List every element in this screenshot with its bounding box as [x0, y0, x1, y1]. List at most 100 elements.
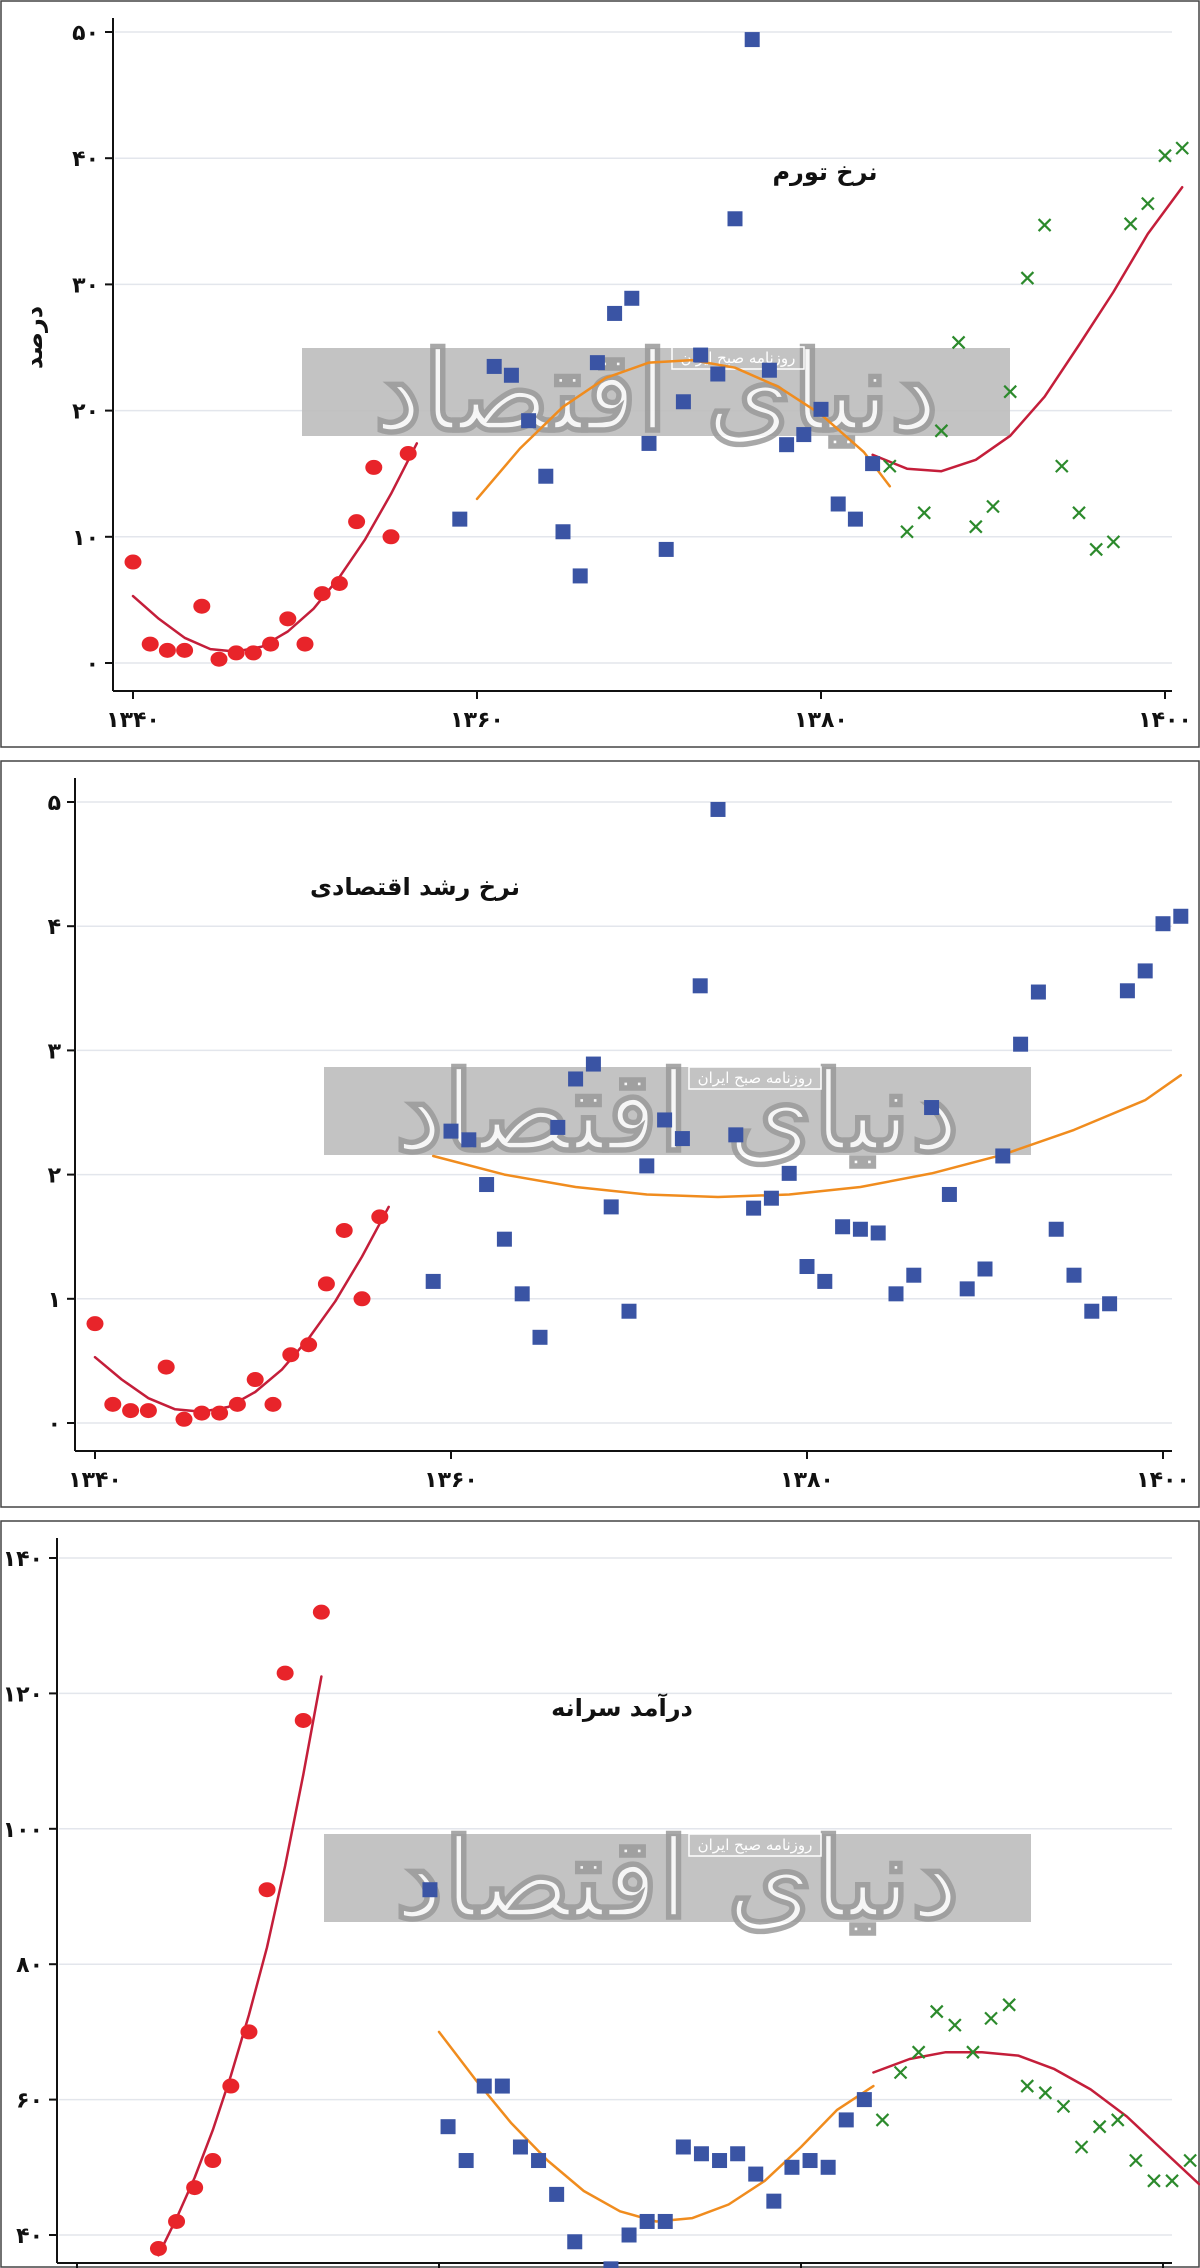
data-point-square	[838, 2112, 854, 2128]
data-point-cross	[1074, 2140, 1089, 2154]
data-point-circle	[296, 636, 314, 652]
data-point-square	[852, 1221, 868, 1237]
series-squares	[452, 32, 881, 584]
fit-curve	[437, 2030, 875, 2223]
x-tick-label: ۱۳۴۰	[106, 708, 160, 733]
data-point-square	[727, 211, 743, 227]
data-point-circle	[330, 575, 348, 591]
chart-panel-inflation: ۰ ۱۰ ۲۰ ۳۰ ۴۰ ۵۰ ۱۳۴۰ ۱۳۶۰ ۱۳۸۰ ۱۴۰۰ درصد دنیای اقت…	[0, 0, 1200, 748]
data-point-circle	[186, 2180, 204, 2196]
watermark-logo-text: دنیای اقتصاد	[374, 327, 939, 456]
data-point-cross	[1183, 2153, 1197, 2168]
data-point-square	[452, 511, 468, 527]
data-point-square	[568, 1071, 584, 1087]
data-point-cross	[929, 2004, 944, 2019]
data-point-cross	[1165, 2174, 1179, 2188]
data-point-circle	[276, 1665, 294, 1681]
chart-title: نرخ تورم	[772, 158, 877, 186]
data-point-square	[710, 366, 726, 382]
data-point-square	[779, 437, 795, 453]
data-point-square	[422, 1882, 438, 1898]
series-circles	[86, 1209, 389, 1427]
data-point-circle	[122, 1403, 140, 1419]
chart-panel-growth: ۰ ۱ ۲ ۳ ۴ ۵ ۱۳۴۰ ۱۳۶۰ ۱۳۸۰ ۱۴۰۰ دنیای اقتصاد روزنام…	[0, 760, 1200, 1508]
data-point-circle	[104, 1396, 122, 1412]
data-point-cross	[1055, 459, 1069, 473]
series-circles	[149, 1604, 330, 2257]
data-point-cross	[875, 2113, 890, 2127]
data-point-circle	[317, 1276, 335, 1292]
data-point-circle	[211, 1405, 229, 1421]
data-point-square	[572, 568, 588, 584]
y-tick-label: ۱۰۰	[3, 1818, 43, 1843]
data-point-square	[1173, 908, 1189, 924]
data-point-square	[761, 362, 777, 378]
data-point-circle	[244, 645, 262, 661]
data-point-square	[658, 541, 674, 557]
x-tick-label: ۱۴۰۰	[1138, 708, 1192, 733]
data-point-circle	[210, 651, 228, 667]
data-point-square	[624, 290, 640, 306]
data-point-circle	[282, 1347, 300, 1363]
data-point-square	[781, 1165, 797, 1181]
watermark-sub-text: روزنامه صبح ایران	[698, 1069, 813, 1087]
y-tick-label: ۱۴۰	[3, 1547, 43, 1572]
y-tick-label: ۱۰	[72, 526, 99, 551]
data-point-square	[796, 427, 812, 443]
data-point-circle	[382, 529, 400, 545]
watermark-sub-frame	[688, 1833, 822, 1857]
data-point-square	[503, 367, 519, 383]
data-point-square	[512, 2139, 528, 2155]
data-point-square	[744, 32, 760, 48]
chart-title: درآمد سرانه	[551, 1693, 693, 1722]
data-point-circle	[175, 1411, 193, 1427]
data-point-circle	[258, 1882, 276, 1898]
series-squares	[422, 1882, 872, 2268]
data-point-square	[538, 468, 554, 484]
data-point-circle	[149, 2241, 167, 2257]
data-point-square	[817, 1273, 833, 1289]
income-chart-svg: ۴۰۶۰۸۰۱۰۰۱۲۰۱۴۰۱۳۴۰۱۳۶۰۱۳۸۰۱۴۰۰دنیای اقت…	[0, 1520, 1200, 2268]
data-point-square	[567, 2234, 583, 2250]
data-point-square	[746, 1200, 762, 1216]
x-tick-label: ۱۳۸۰	[794, 708, 848, 733]
y-tick-label: ۳	[48, 1039, 62, 1064]
data-point-square	[870, 1225, 886, 1241]
data-point-circle	[348, 514, 366, 530]
data-point-square	[710, 801, 726, 817]
fit-curve	[431, 1073, 1183, 1199]
data-point-square	[621, 1303, 637, 1319]
data-point-cross	[934, 424, 949, 438]
data-point-cross	[1175, 141, 1189, 155]
data-point-cross	[1003, 384, 1017, 399]
x-tick-label: ۱۳۶۰	[450, 708, 504, 733]
data-point-circle	[158, 642, 176, 658]
y-tick-label: ۵	[48, 791, 61, 816]
data-point-square	[603, 2261, 619, 2268]
data-point-square	[531, 2153, 547, 2169]
data-point-cross	[1089, 542, 1103, 557]
data-point-square	[603, 1199, 619, 1215]
watermark-logo-text: دنیای اقتصاد	[395, 1814, 960, 1943]
data-point-square	[977, 1261, 993, 1277]
data-point-circle	[335, 1222, 353, 1238]
data-point-square	[730, 2146, 746, 2162]
data-point-cross	[966, 2045, 980, 2059]
series-circles	[124, 446, 417, 667]
data-point-square	[425, 1273, 441, 1289]
y-tick-label: ۲	[48, 1164, 62, 1189]
data-point-cross	[1106, 535, 1121, 549]
data-point-square	[443, 1123, 459, 1139]
data-point-circle	[399, 446, 417, 462]
data-point-circle	[300, 1337, 318, 1353]
data-point-cross	[1158, 148, 1172, 163]
data-point-cross	[1147, 2174, 1161, 2188]
data-point-square	[585, 1056, 601, 1072]
data-point-square	[784, 2159, 800, 2175]
data-point-circle	[139, 1403, 157, 1419]
data-point-circle	[294, 1712, 312, 1728]
data-point-cross	[1129, 2153, 1143, 2168]
series-crosss	[883, 141, 1189, 557]
data-point-circle	[228, 1396, 246, 1412]
data-point-cross	[1141, 196, 1155, 211]
